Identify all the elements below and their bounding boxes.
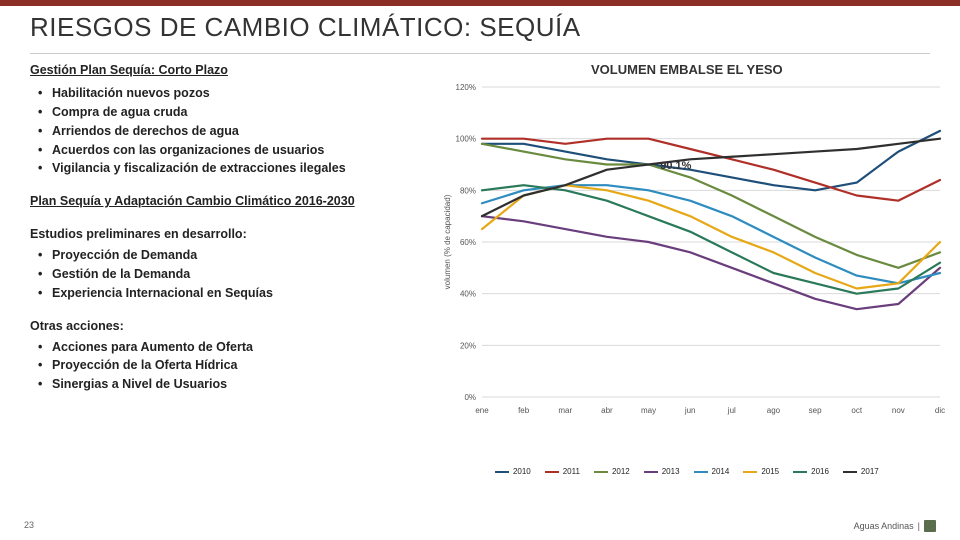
svg-text:ene: ene — [475, 406, 489, 415]
section4-list: Acciones para Aumento de OfertaProyecció… — [30, 339, 438, 394]
list-item: Proyección de Demanda — [30, 247, 438, 264]
svg-text:ago: ago — [766, 406, 780, 415]
list-item: Acuerdos con las organizaciones de usuar… — [30, 142, 438, 159]
svg-text:60%: 60% — [460, 238, 476, 247]
list-item: Experiencia Internacional en Sequías — [30, 285, 438, 302]
section1-list: Habilitación nuevos pozos Compra de agua … — [30, 85, 438, 177]
brand-label: Aguas Andinas — [854, 521, 914, 531]
chart-column: VOLUMEN EMBALSE EL YESO 0% 20% 40% 60% 80% 10… — [438, 62, 936, 502]
legend-swatch — [843, 471, 857, 473]
legend-item: 2014 — [694, 467, 730, 476]
list-item: Vigilancia y fiscalización de extraccion… — [30, 160, 438, 177]
svg-text:volumen (% de capacidad): volumen (% de capacidad) — [443, 194, 452, 289]
legend-label: 2013 — [662, 467, 680, 476]
legend-item: 2016 — [793, 467, 829, 476]
legend-label: 2014 — [712, 467, 730, 476]
left-column: Gestión Plan Sequía: Corto Plazo Habilit… — [30, 62, 438, 502]
section4-title: Otras acciones: — [30, 318, 438, 335]
legend-swatch — [793, 471, 807, 473]
svg-text:sep: sep — [808, 406, 821, 415]
legend-swatch — [545, 471, 559, 473]
svg-text:oct: oct — [851, 406, 862, 415]
brand-divider: | — [918, 521, 920, 531]
legend-label: 2015 — [761, 467, 779, 476]
list-item: Sinergias a Nivel de Usuarios — [30, 376, 438, 393]
list-item: Gestión de la Demanda — [30, 266, 438, 283]
legend-label: 2017 — [861, 467, 879, 476]
section1-title: Gestión Plan Sequía: Corto Plazo — [30, 62, 438, 79]
footer: 23 Aguas Andinas | — [24, 520, 936, 532]
list-item: Compra de agua cruda — [30, 104, 438, 121]
page-title: RIESGOS DE CAMBIO CLIMÁTICO: SEQUÍA — [0, 6, 960, 49]
line-chart: 0% 20% 40% 60% 80% 100% 120% volumen (% de capa… — [438, 81, 948, 421]
chart-area: 0% 20% 40% 60% 80% 100% 120% volumen (% de capa… — [438, 81, 936, 461]
content-row: Gestión Plan Sequía: Corto Plazo Habilit… — [0, 62, 960, 502]
legend-label: 2011 — [563, 467, 580, 476]
list-item: Proyección de la Oferta Hídrica — [30, 357, 438, 374]
section3-list: Proyección de Demanda Gestión de la Deman… — [30, 247, 438, 302]
section2-title: Plan Sequía y Adaptación Cambio Climátic… — [30, 193, 438, 210]
svg-text:jul: jul — [726, 406, 735, 415]
section3-title: Estudios preliminares en desarrollo: — [30, 226, 438, 243]
svg-text:80%: 80% — [460, 186, 476, 195]
svg-text:dic: dic — [935, 406, 945, 415]
brand-logo-icon — [924, 520, 936, 532]
legend-item: 2015 — [743, 467, 779, 476]
page-number: 23 — [24, 520, 34, 532]
svg-text:40%: 40% — [460, 290, 476, 299]
list-item: Arriendos de derechos de agua — [30, 123, 438, 140]
svg-text:mar: mar — [558, 406, 572, 415]
legend-item: 2013 — [644, 467, 680, 476]
legend-label: 2016 — [811, 467, 829, 476]
svg-text:abr: abr — [601, 406, 613, 415]
legend-item: 2010 — [495, 467, 531, 476]
svg-text:may: may — [641, 406, 656, 415]
legend-label: 2010 — [513, 467, 531, 476]
legend-swatch — [644, 471, 658, 473]
svg-text:0%: 0% — [464, 393, 476, 402]
svg-text:jun: jun — [684, 406, 696, 415]
legend-swatch — [743, 471, 757, 473]
svg-text:nov: nov — [892, 406, 905, 415]
legend-swatch — [594, 471, 608, 473]
svg-text:100%: 100% — [455, 135, 475, 144]
legend-item: 2017 — [843, 467, 879, 476]
svg-text:feb: feb — [518, 406, 530, 415]
legend-label: 2012 — [612, 467, 630, 476]
legend-item: 2011 — [545, 467, 580, 476]
legend-swatch — [694, 471, 708, 473]
brand: Aguas Andinas | — [854, 520, 936, 532]
title-divider — [30, 53, 930, 54]
chart-legend: 2010 2011 2012 2013 2014 2015 2016 2017 — [438, 467, 936, 476]
list-item: Habilitación nuevos pozos — [30, 85, 438, 102]
legend-swatch — [495, 471, 509, 473]
svg-text:20%: 20% — [460, 341, 476, 350]
chart-title: VOLUMEN EMBALSE EL YESO — [438, 62, 936, 77]
chart-callout: 90.1% — [660, 160, 691, 172]
list-item: Acciones para Aumento de Oferta — [30, 339, 438, 356]
slide-root: RIESGOS DE CAMBIO CLIMÁTICO: SEQUÍA Gest… — [0, 0, 960, 540]
legend-item: 2012 — [594, 467, 630, 476]
svg-text:120%: 120% — [455, 83, 475, 92]
